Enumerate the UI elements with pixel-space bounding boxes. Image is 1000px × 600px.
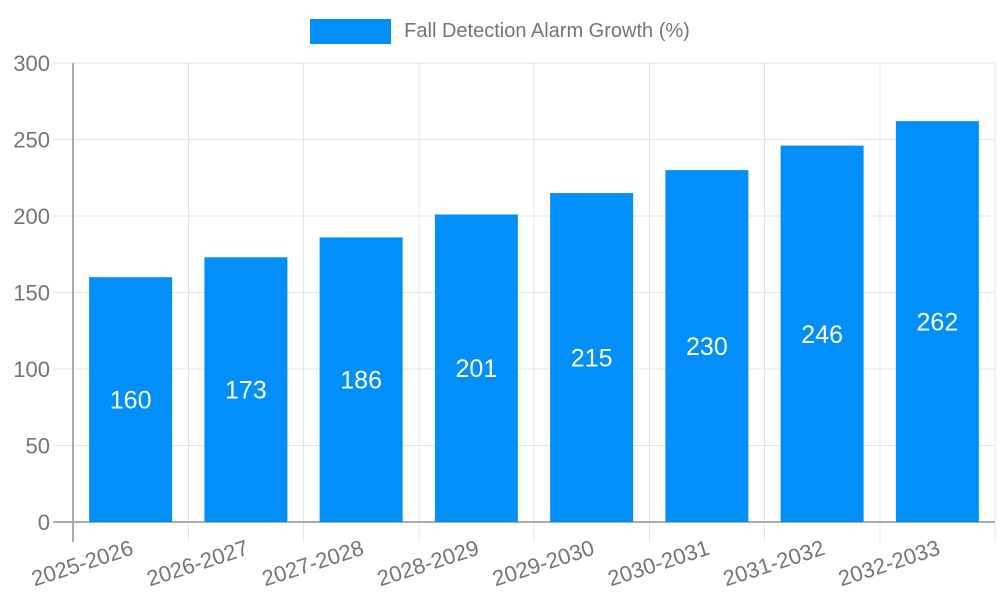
x-tick-label-2031-2032: 2031-2032 xyxy=(720,535,828,591)
bar-value-label-2030-2031: 230 xyxy=(686,333,728,361)
x-tick-label-2027-2028: 2027-2028 xyxy=(259,535,367,591)
bar-2030-2031[interactable] xyxy=(665,170,749,522)
bar-2026-2027[interactable] xyxy=(204,257,288,522)
bar-value-label-2027-2028: 186 xyxy=(340,367,382,395)
bar-2031-2032[interactable] xyxy=(780,145,864,522)
bar-2029-2030[interactable] xyxy=(550,193,634,523)
legend-swatch xyxy=(310,19,392,44)
bar-value-label-2032-2033: 262 xyxy=(917,309,959,337)
y-tick-label-50: 50 xyxy=(26,434,50,459)
bar-2027-2028[interactable] xyxy=(319,237,403,523)
y-tick-label-200: 200 xyxy=(13,204,50,229)
bar-value-label-2025-2026: 160 xyxy=(110,387,152,415)
x-tick-label-2026-2027: 2026-2027 xyxy=(144,535,252,591)
x-tick-label-2028-2029: 2028-2029 xyxy=(374,535,482,591)
y-tick-label-0: 0 xyxy=(38,510,50,535)
x-tick-label-2029-2030: 2029-2030 xyxy=(489,535,597,591)
y-tick-label-250: 250 xyxy=(13,128,50,153)
y-tick-label-300: 300 xyxy=(13,51,50,76)
y-tick-label-100: 100 xyxy=(13,357,50,382)
bar-value-label-2031-2032: 246 xyxy=(801,321,843,349)
bar-2028-2029[interactable] xyxy=(434,214,518,522)
bar-value-label-2029-2030: 215 xyxy=(571,345,613,373)
y-tick-label-150: 150 xyxy=(13,281,50,306)
bar-2025-2026[interactable] xyxy=(89,277,173,522)
x-tick-label-2025-2026: 2025-2026 xyxy=(28,535,136,591)
bar-value-label-2026-2027: 173 xyxy=(225,377,267,405)
legend-label: Fall Detection Alarm Growth (%) xyxy=(404,20,690,42)
x-tick-label-2032-2033: 2032-2033 xyxy=(835,535,943,591)
bar-2032-2033[interactable] xyxy=(895,121,979,522)
chart-legend[interactable]: Fall Detection Alarm Growth (%) xyxy=(0,19,1000,44)
x-tick-label-2030-2031: 2030-2031 xyxy=(605,535,713,591)
bar-value-label-2028-2029: 201 xyxy=(456,355,498,383)
